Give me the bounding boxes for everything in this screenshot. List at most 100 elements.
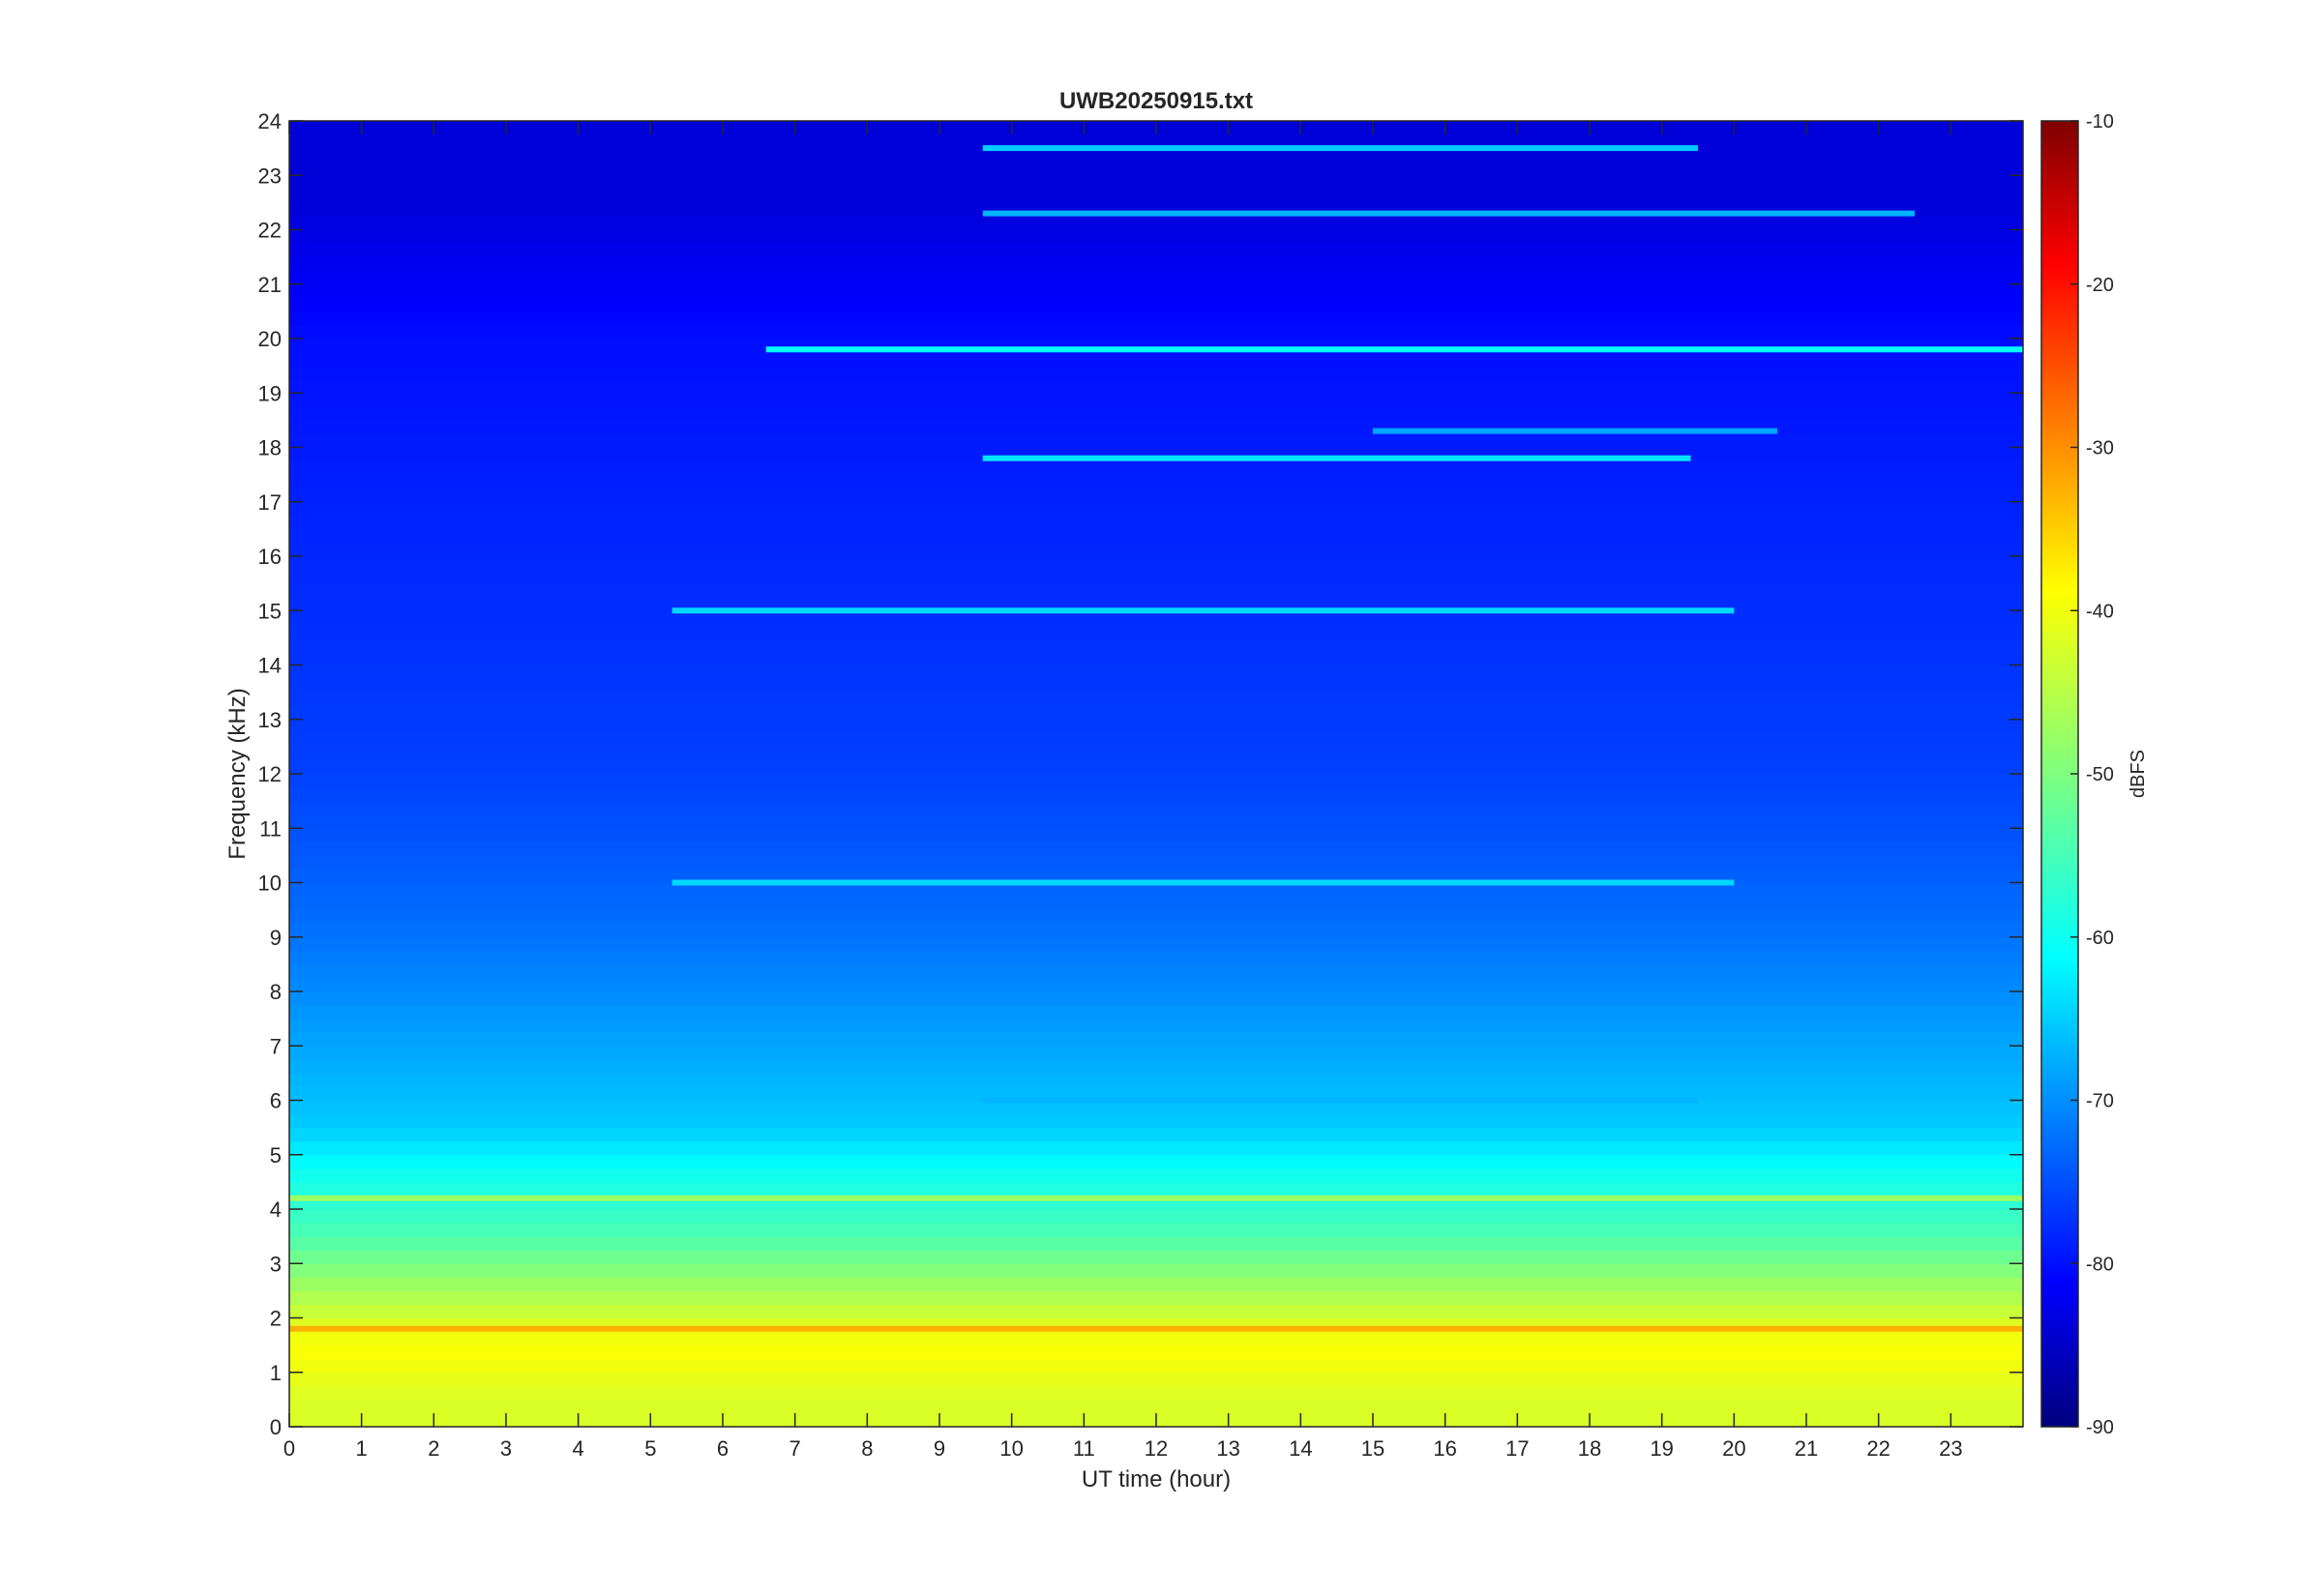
- tonal-line: [982, 1097, 1698, 1104]
- heatmap-band: [289, 556, 2023, 571]
- colorbar-tick-label: -80: [2086, 1254, 2114, 1275]
- x-tick-label: 11: [1073, 1436, 1095, 1461]
- heatmap-band: [289, 774, 2023, 788]
- x-tick-label: 23: [1939, 1436, 1962, 1461]
- y-tick-label: 21: [258, 273, 282, 297]
- heatmap-band: [289, 991, 2023, 1006]
- heatmap-band: [289, 134, 2023, 149]
- heatmap-band: [289, 692, 2023, 707]
- heatmap-band: [289, 1019, 2023, 1033]
- heatmap-band: [289, 406, 2023, 421]
- heatmap-band: [289, 1046, 2023, 1060]
- heatmap-band: [289, 869, 2023, 884]
- heatmap-band: [289, 1005, 2023, 1020]
- y-tick-label: 7: [270, 1034, 282, 1058]
- heatmap-band: [289, 229, 2023, 245]
- x-tick-label: 15: [1361, 1436, 1384, 1461]
- heatmap-band: [289, 433, 2023, 449]
- heatmap-band: [289, 1236, 2023, 1251]
- heatmap-band: [289, 732, 2023, 748]
- chart-title: UWB20250915.txt: [1059, 88, 1253, 114]
- heatmap-band: [289, 936, 2023, 952]
- x-tick-label: 5: [644, 1436, 656, 1461]
- y-tick-label: 9: [270, 926, 282, 950]
- heatmap-band: [289, 1209, 2023, 1224]
- heatmap-band: [289, 637, 2023, 653]
- x-tick-label: 17: [1505, 1436, 1529, 1461]
- heatmap-band: [289, 297, 2023, 312]
- heatmap-band: [289, 243, 2023, 258]
- colorbar-ticks: -90 -80 -70 -60 -50 -40 -30 -20 -10: [2070, 111, 2114, 1438]
- plot-area: [288, 120, 2024, 1428]
- y-tick-label: 24: [258, 109, 282, 133]
- heatmap-band: [289, 923, 2023, 938]
- heatmap-band: [289, 950, 2023, 965]
- heatmap-band: [289, 624, 2023, 638]
- heatmap-band: [289, 1140, 2023, 1156]
- colorbar-tick-label: -40: [2086, 601, 2114, 622]
- tonal-line: [671, 607, 1735, 614]
- y-tick-label: 11: [259, 816, 282, 841]
- y-tick-label: 18: [258, 436, 282, 460]
- colorbar: -90 -80 -70 -60 -50 -40 -30 -20 -10 dBFS: [2040, 111, 2149, 1438]
- heatmap-band: [289, 283, 2023, 299]
- heatmap-band: [289, 678, 2023, 694]
- x-tick-label: 20: [1722, 1436, 1745, 1461]
- tonal-line: [765, 346, 2023, 353]
- x-tick-label: 21: [1795, 1436, 1818, 1461]
- x-tick-label: 2: [428, 1436, 439, 1461]
- y-tick-label: 19: [258, 381, 282, 405]
- x-tick-label: 1: [356, 1436, 368, 1461]
- heatmap-band: [289, 963, 2023, 979]
- y-tick-label: 5: [270, 1143, 282, 1167]
- heatmap-band: [289, 1086, 2023, 1102]
- heatmap-band: [289, 977, 2023, 992]
- heatmap-band: [289, 1372, 2023, 1387]
- heatmap-band: [289, 828, 2023, 842]
- heatmap-band: [289, 1127, 2023, 1142]
- heatmap-band: [289, 515, 2023, 530]
- heatmap-band: [289, 366, 2023, 380]
- heatmap-band: [289, 393, 2023, 407]
- heatmap-band: [289, 842, 2023, 856]
- heatmap-band: [289, 570, 2023, 584]
- heatmap-band: [289, 882, 2023, 898]
- y-tick-label: 12: [258, 762, 282, 786]
- heatmap-band: [289, 216, 2023, 231]
- heatmap-band: [289, 1277, 2023, 1291]
- heatmap-band: [289, 256, 2023, 272]
- heatmap-band: [289, 310, 2023, 326]
- heatmap-band: [289, 1385, 2023, 1401]
- heatmap-band: [289, 610, 2023, 625]
- heatmap-band: [289, 1263, 2023, 1278]
- heatmap-band: [289, 705, 2023, 721]
- heatmap-band: [289, 162, 2023, 176]
- tonal-line: [982, 145, 1698, 152]
- heatmap-band: [289, 175, 2023, 190]
- heatmap-band: [289, 1304, 2023, 1319]
- heatmap-band: [289, 1358, 2023, 1374]
- heatmap-band: [289, 528, 2023, 544]
- heatmap-band: [289, 352, 2023, 367]
- heatmap-band: [289, 719, 2023, 734]
- tonal-line: [289, 1325, 2023, 1332]
- heatmap-band: [289, 148, 2023, 163]
- heatmap-band: [289, 488, 2023, 503]
- heatmap-band: [289, 583, 2023, 598]
- y-tick-label: 23: [258, 163, 282, 188]
- x-tick-label: 22: [1866, 1436, 1890, 1461]
- heatmap-band: [289, 746, 2023, 761]
- heatmap-band: [289, 1032, 2023, 1047]
- y-tick-label: 6: [270, 1089, 282, 1113]
- tonal-line: [982, 210, 1915, 217]
- x-tick-label: 9: [934, 1436, 945, 1461]
- y-axis-label: Frequency (kHz): [224, 688, 251, 859]
- heatmap-band: [289, 1399, 2023, 1414]
- colorbar-tick-label: -10: [2086, 111, 2114, 133]
- heatmap-band: [289, 1223, 2023, 1237]
- heatmap-band: [289, 1113, 2023, 1129]
- x-tick-label: 14: [1289, 1436, 1312, 1461]
- x-tick-label: 7: [789, 1436, 801, 1461]
